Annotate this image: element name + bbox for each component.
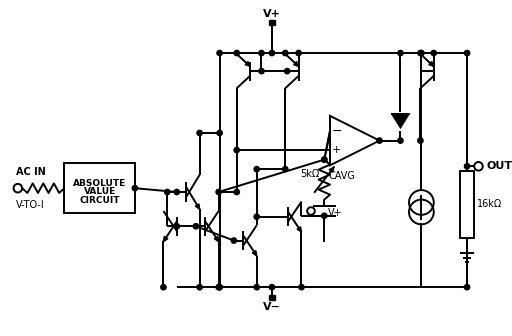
- Circle shape: [464, 50, 470, 56]
- Polygon shape: [252, 251, 257, 256]
- Text: −: −: [331, 125, 342, 137]
- Circle shape: [234, 189, 240, 195]
- Circle shape: [234, 148, 240, 153]
- Circle shape: [285, 69, 290, 74]
- Circle shape: [254, 166, 260, 172]
- Text: V−: V−: [263, 302, 281, 312]
- Circle shape: [259, 50, 264, 56]
- Circle shape: [299, 285, 304, 290]
- Text: AC IN: AC IN: [16, 167, 46, 177]
- Text: V-TO-I: V-TO-I: [16, 200, 45, 210]
- Circle shape: [418, 138, 423, 143]
- Circle shape: [464, 164, 470, 169]
- Text: OUT: OUT: [486, 161, 512, 171]
- Circle shape: [217, 50, 222, 56]
- Polygon shape: [329, 167, 334, 172]
- Circle shape: [164, 189, 170, 195]
- Text: V+: V+: [328, 208, 343, 218]
- Circle shape: [217, 285, 222, 290]
- Polygon shape: [214, 236, 219, 242]
- Text: VALUE: VALUE: [83, 187, 116, 197]
- Text: CAVG: CAVG: [328, 171, 355, 181]
- Polygon shape: [391, 114, 410, 129]
- Bar: [269, 295, 275, 300]
- Text: 5kΩ: 5kΩ: [300, 169, 319, 179]
- Bar: [269, 20, 275, 26]
- Circle shape: [322, 213, 327, 218]
- Circle shape: [419, 50, 424, 56]
- Circle shape: [259, 69, 264, 74]
- Circle shape: [269, 50, 274, 56]
- Circle shape: [216, 189, 221, 195]
- Circle shape: [231, 238, 237, 243]
- Circle shape: [418, 50, 423, 56]
- Circle shape: [283, 166, 288, 172]
- Circle shape: [431, 50, 436, 56]
- Bar: [65, 163, 135, 213]
- Text: CIRCUIT: CIRCUIT: [79, 196, 120, 205]
- Circle shape: [322, 157, 327, 162]
- Circle shape: [197, 285, 202, 290]
- Bar: [460, 171, 474, 238]
- Circle shape: [197, 130, 202, 136]
- Circle shape: [174, 223, 179, 229]
- Polygon shape: [163, 236, 168, 242]
- Circle shape: [217, 285, 222, 290]
- Circle shape: [174, 189, 179, 195]
- Circle shape: [464, 285, 470, 290]
- Polygon shape: [297, 227, 302, 232]
- Text: ABSOLUTE: ABSOLUTE: [73, 179, 126, 188]
- Polygon shape: [195, 204, 200, 209]
- Circle shape: [193, 223, 199, 229]
- Circle shape: [161, 285, 166, 290]
- Circle shape: [216, 285, 221, 290]
- Text: 16kΩ: 16kΩ: [477, 199, 502, 209]
- Circle shape: [254, 285, 260, 290]
- Circle shape: [132, 185, 138, 191]
- Circle shape: [322, 157, 327, 162]
- Circle shape: [254, 214, 260, 219]
- Circle shape: [296, 50, 301, 56]
- Polygon shape: [429, 61, 434, 66]
- Circle shape: [398, 138, 403, 143]
- Polygon shape: [294, 61, 298, 66]
- Circle shape: [269, 285, 274, 290]
- Text: V+: V+: [263, 9, 281, 19]
- Polygon shape: [245, 61, 250, 66]
- Circle shape: [234, 50, 240, 56]
- Circle shape: [398, 50, 403, 56]
- Circle shape: [217, 130, 222, 136]
- Circle shape: [377, 138, 382, 143]
- Text: +: +: [332, 145, 342, 155]
- Circle shape: [283, 50, 288, 56]
